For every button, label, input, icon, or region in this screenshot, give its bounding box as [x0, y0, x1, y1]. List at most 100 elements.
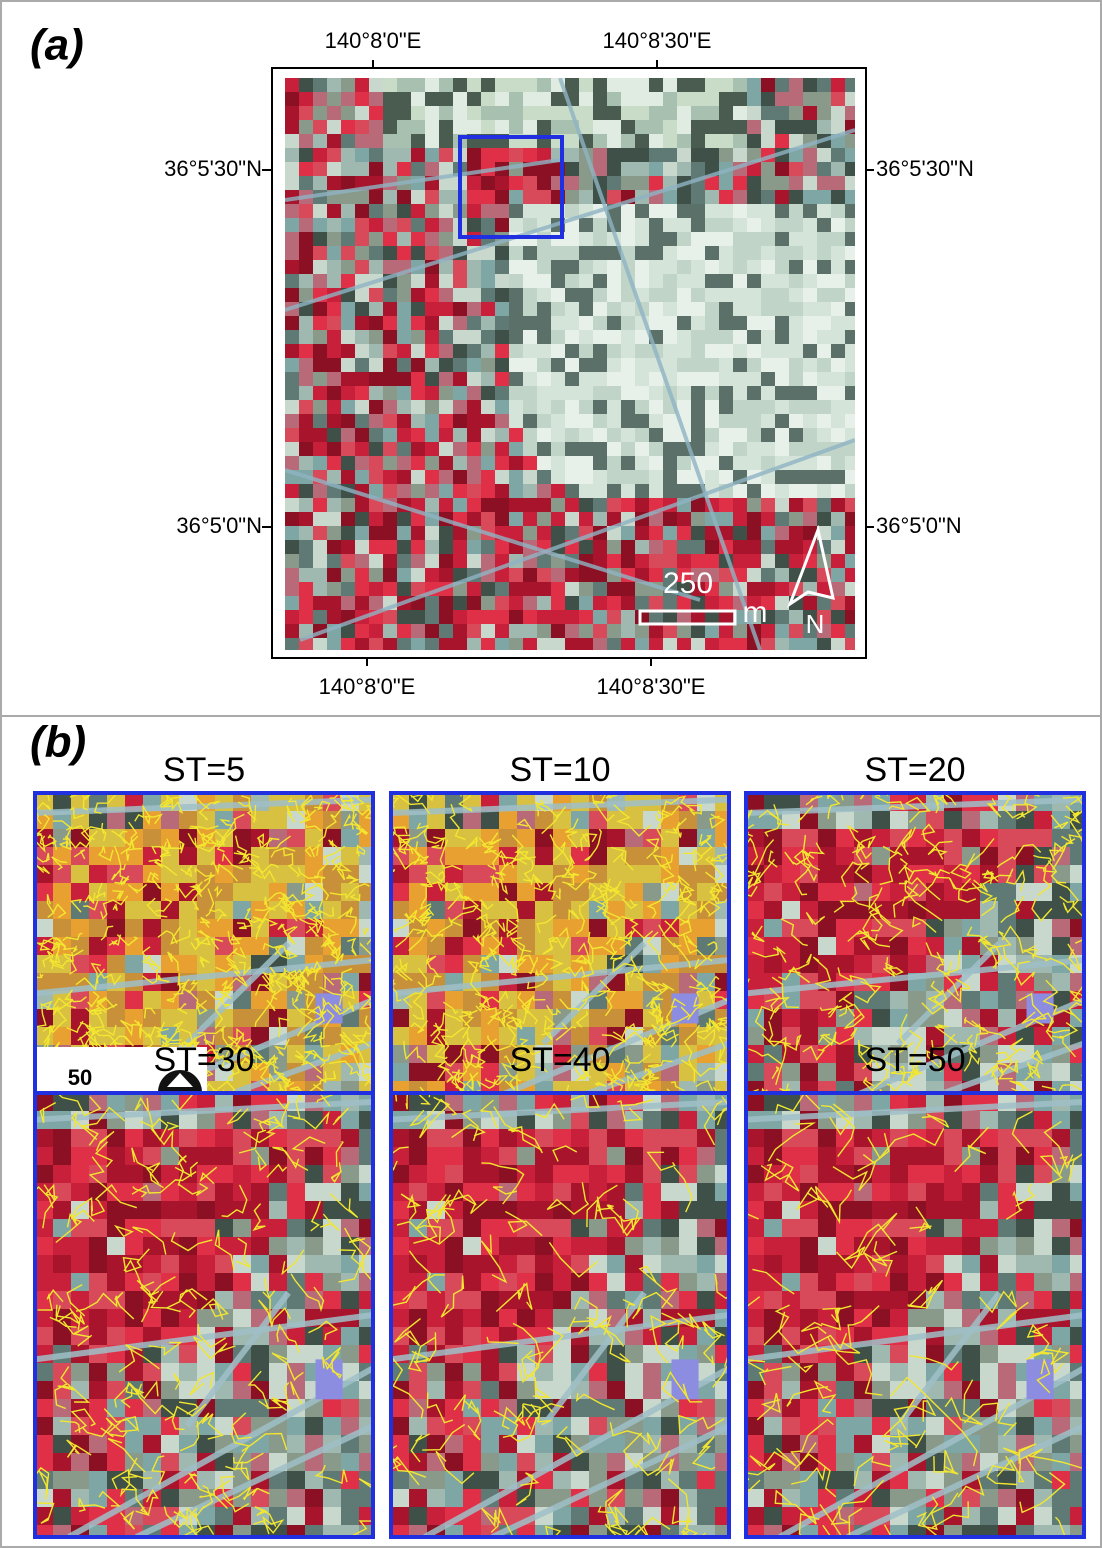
image-patch — [1034, 973, 1053, 992]
image-patch — [635, 148, 650, 163]
image-patch — [719, 148, 734, 163]
image-patch — [579, 414, 594, 429]
image-patch — [313, 610, 328, 625]
image-patch — [125, 883, 144, 902]
image-patch — [593, 512, 608, 527]
image-patch — [761, 204, 776, 219]
image-patch — [607, 92, 622, 107]
image-patch — [287, 1489, 306, 1508]
image-patch — [341, 919, 360, 938]
image-patch — [593, 302, 608, 317]
image-patch — [643, 883, 662, 902]
image-patch — [761, 260, 776, 275]
image-patch — [369, 386, 384, 401]
image-patch — [143, 1219, 162, 1238]
image-patch — [831, 512, 846, 527]
image-patch — [341, 1507, 360, 1526]
image-patch — [509, 414, 524, 429]
image-patch — [425, 218, 440, 233]
image-patch — [179, 1219, 198, 1238]
image-patch — [355, 288, 370, 303]
image-patch — [625, 1273, 644, 1292]
image-patch — [383, 190, 398, 205]
image-patch — [803, 162, 818, 177]
image-patch — [397, 274, 412, 289]
image-patch — [383, 386, 398, 401]
image-patch — [35, 1381, 54, 1400]
image-patch — [369, 260, 384, 275]
image-patch — [817, 498, 832, 513]
image-patch — [679, 1147, 698, 1166]
image-patch — [691, 302, 706, 317]
image-patch — [495, 582, 510, 597]
image-patch — [427, 937, 446, 956]
image-patch — [747, 134, 762, 149]
image-patch — [251, 1291, 270, 1310]
image-patch — [607, 106, 622, 121]
image-patch — [409, 1063, 428, 1082]
image-patch — [565, 344, 580, 359]
image-patch — [691, 400, 706, 415]
image-patch — [789, 330, 804, 345]
image-patch — [746, 793, 765, 812]
image-patch — [571, 1507, 590, 1526]
image-patch — [509, 512, 524, 527]
image-patch — [341, 218, 356, 233]
image-patch — [411, 190, 426, 205]
image-patch — [565, 274, 580, 289]
image-patch — [71, 919, 90, 938]
image-patch — [733, 78, 748, 93]
image-patch — [831, 344, 846, 359]
image-patch — [831, 232, 846, 247]
image-patch — [643, 1111, 662, 1130]
image-patch — [643, 1489, 662, 1508]
image-patch — [621, 386, 636, 401]
image-patch — [747, 428, 762, 443]
image-patch — [607, 288, 622, 303]
image-patch — [705, 218, 720, 233]
image-patch — [179, 919, 198, 938]
image-patch — [327, 120, 342, 135]
image-patch — [621, 498, 636, 513]
image-patch — [327, 274, 342, 289]
image-patch — [285, 344, 300, 359]
image-patch — [233, 1219, 252, 1238]
image-patch — [691, 274, 706, 289]
image-patch — [383, 302, 398, 317]
image-patch — [535, 1219, 554, 1238]
image-patch — [369, 288, 384, 303]
image-patch — [803, 316, 818, 331]
image-patch — [649, 288, 664, 303]
image-patch — [143, 829, 162, 848]
image-patch — [593, 246, 608, 261]
image-patch — [495, 316, 510, 331]
image-patch — [621, 78, 636, 93]
image-patch — [425, 204, 440, 219]
image-patch — [607, 162, 622, 177]
image-patch — [625, 1255, 644, 1274]
image-patch — [890, 919, 909, 938]
image-patch — [89, 1453, 108, 1472]
image-patch — [327, 358, 342, 373]
image-patch — [233, 847, 252, 866]
image-patch — [495, 344, 510, 359]
image-patch — [705, 540, 720, 555]
image-patch — [719, 246, 734, 261]
image-patch — [299, 92, 314, 107]
image-patch — [535, 1147, 554, 1166]
image-patch — [71, 1255, 90, 1274]
image-patch — [537, 120, 552, 135]
image-patch — [453, 78, 468, 93]
image-patch — [369, 554, 384, 569]
image-patch — [800, 829, 819, 848]
image-patch — [537, 526, 552, 541]
image-patch — [872, 1009, 891, 1028]
image-patch — [341, 260, 356, 275]
image-patch — [1034, 937, 1053, 956]
image-patch — [775, 624, 790, 639]
image-patch — [383, 624, 398, 639]
image-patch — [980, 811, 999, 830]
image-patch — [495, 92, 510, 107]
image-patch — [323, 1399, 342, 1418]
image-patch — [663, 274, 678, 289]
